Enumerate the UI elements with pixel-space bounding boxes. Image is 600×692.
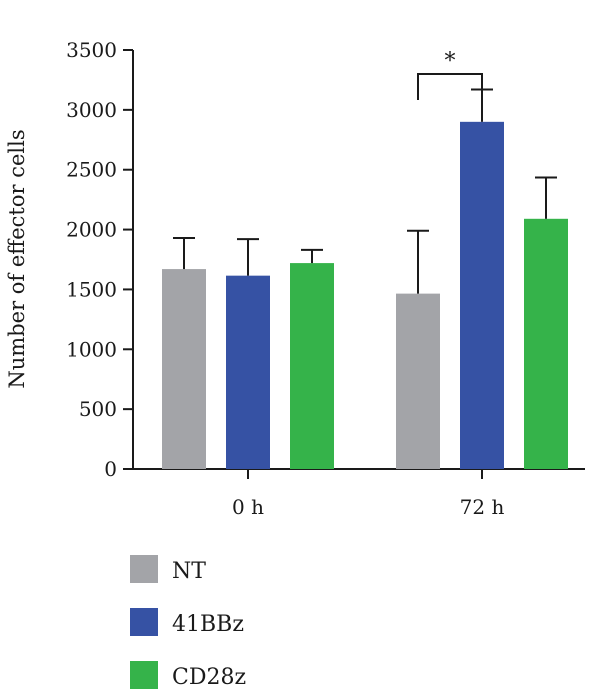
y-tick-label: 1500 — [66, 277, 117, 301]
legend-label-cd28z: CD28z — [172, 665, 246, 690]
bar-cd28z-0 — [290, 263, 334, 469]
legend: NT 41BBz CD28z — [130, 555, 246, 690]
y-tick-label: 2500 — [66, 158, 117, 182]
bars — [162, 121, 568, 469]
bar-41bbz-0 — [226, 275, 270, 469]
axes: 0 500 1000 1500 2000 2500 3000 3500 Number of ef… — [5, 38, 585, 519]
legend-swatch-41bbz — [130, 608, 158, 636]
y-tick-label: 1000 — [66, 337, 117, 361]
annotations: * — [417, 49, 483, 100]
legend-label-nt: NT — [172, 559, 206, 584]
bar-cd28z-1 — [524, 218, 568, 469]
legend-label-41bbz: 41BBz — [172, 612, 244, 637]
bar-nt-1 — [396, 293, 440, 469]
significance-bracket — [417, 72, 483, 100]
y-tick-label: 500 — [79, 397, 117, 421]
y-axis-title: Number of effector cells — [5, 129, 29, 388]
bar-41bbz-1 — [460, 121, 504, 469]
legend-swatch-nt — [130, 555, 158, 583]
y-tick-label: 2000 — [66, 218, 117, 242]
x-tick-label: 0 h — [232, 495, 264, 519]
y-tick-label: 0 — [104, 457, 117, 481]
y-tick-label: 3500 — [66, 38, 117, 62]
bar-nt-0 — [162, 269, 206, 469]
legend-swatch-cd28z — [130, 661, 158, 689]
significance-star: * — [445, 49, 456, 74]
x-tick-label: 72 h — [460, 495, 505, 519]
y-tick-label: 3000 — [66, 98, 117, 122]
